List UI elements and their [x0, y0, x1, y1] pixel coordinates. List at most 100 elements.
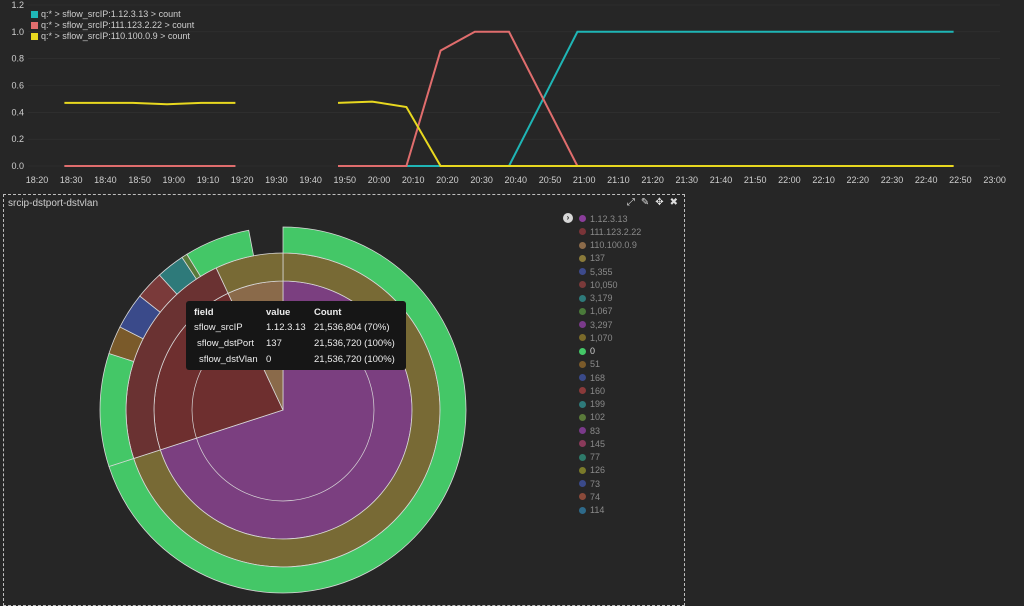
chevron-right-icon[interactable]: ›	[563, 213, 573, 223]
legend-item[interactable]: 3,179	[579, 292, 641, 305]
legend-item[interactable]: 73	[579, 477, 641, 490]
legend-dot	[579, 413, 586, 421]
legend-swatch	[31, 33, 38, 40]
legend-item[interactable]: 111.123.2.22	[579, 225, 641, 238]
legend-item[interactable]: 160	[579, 384, 641, 397]
x-tick-label: 21:10	[607, 175, 630, 185]
move-icon[interactable]: ✥	[655, 197, 664, 208]
legend-label: 199	[590, 399, 606, 410]
line-chart-legend: q:* > sflow_srcIP:1.12.3.13 > count q:* …	[31, 9, 194, 42]
legend-item[interactable]: 10,050	[579, 278, 641, 291]
legend-dot	[579, 387, 586, 395]
legend-list: 1.12.3.13 111.123.2.22 110.100.0.9 137 5,355…	[579, 212, 641, 517]
x-tick-label: 19:50	[334, 175, 357, 185]
series-line	[337, 100, 954, 167]
legend-item[interactable]: 83	[579, 424, 641, 437]
legend-item[interactable]: 145	[579, 437, 641, 450]
tooltip-header-field: field	[194, 307, 214, 318]
legend-label: 114	[590, 505, 605, 516]
legend-item[interactable]: 137	[579, 252, 641, 265]
legend-label: 77	[590, 452, 601, 463]
tooltip-header-value: value	[266, 307, 291, 318]
legend-label: 168	[590, 372, 606, 383]
legend-dot	[579, 281, 586, 289]
legend-label: 0	[590, 346, 596, 357]
legend-item[interactable]: 74	[579, 490, 641, 503]
legend-label: 83	[590, 425, 601, 436]
x-tick-label: 20:00	[368, 175, 391, 185]
x-tick-label: 21:40	[710, 175, 733, 185]
legend-dot	[579, 321, 586, 329]
edit-icon[interactable]: ✎	[640, 197, 650, 208]
legend-dot	[579, 215, 586, 223]
tooltip-value: 0	[266, 354, 272, 365]
series-line	[64, 101, 236, 106]
tooltip-table: field value Count sflow_srcIP 1.12.3.13 …	[194, 307, 395, 370]
legend-label: q:* > sflow_srcIP:1.12.3.13 > count	[41, 9, 181, 19]
legend-item[interactable]: 199	[579, 398, 641, 411]
legend-item[interactable]: 1.12.3.13	[579, 212, 641, 225]
legend-dot	[579, 307, 586, 315]
legend-label: 110.100.0.9	[590, 240, 637, 251]
legend-label: 1,070	[590, 332, 613, 343]
x-tick-label: 19:20	[231, 175, 254, 185]
legend-dot	[579, 360, 586, 368]
legend-dot	[579, 334, 586, 342]
legend-item[interactable]: 126	[579, 464, 641, 477]
tooltip-value: 1.12.3.13	[266, 322, 306, 333]
legend-item[interactable]: 168	[579, 371, 641, 384]
legend-label: 51	[590, 359, 601, 370]
x-tick-label: 22:00	[778, 175, 801, 185]
legend-item[interactable]: 102	[579, 411, 641, 424]
legend-dot	[579, 493, 586, 501]
legend-label: q:* > sflow_srcIP:111.123.2.22 > count	[41, 20, 195, 30]
legend-item[interactable]: 1,070	[579, 331, 641, 344]
tooltip-field: sflow_dstPort	[197, 338, 255, 349]
legend-item[interactable]: 51	[579, 358, 641, 371]
x-tick-label: 19:40	[299, 175, 322, 185]
tooltip-row: sflow_dstPort 137 21,536,720 (100%)	[194, 338, 395, 354]
x-tick-label: 21:50	[744, 175, 767, 185]
tooltip-count: 21,536,720 (100%)	[314, 338, 395, 349]
line-chart: 0.0 0.2 0.4 0.6 0.8 1.0 1.2 18:20 18:30 18:40 18:5…	[11, 0, 1006, 185]
x-tick-label: 18:40	[94, 175, 117, 185]
legend-item[interactable]: 1,067	[579, 305, 641, 318]
legend-dot	[579, 400, 586, 408]
x-tick-label: 20:50	[539, 175, 562, 185]
legend-item[interactable]: 110.100.0.9	[579, 239, 641, 252]
legend-item[interactable]: q:* > sflow_srcIP:111.123.2.22 > count	[31, 20, 194, 31]
tooltip-count: 21,536,804 (70%)	[314, 322, 390, 333]
legend-label: 102	[590, 412, 606, 423]
x-tick-label: 18:30	[60, 175, 83, 185]
legend-item[interactable]: 114	[579, 504, 641, 517]
legend-label: 111.123.2.22	[590, 226, 642, 237]
tooltip-field: sflow_srcIP	[194, 322, 243, 333]
legend-dot	[579, 228, 586, 236]
legend-item[interactable]: 77	[579, 451, 641, 464]
legend-item[interactable]: 3,297	[579, 318, 641, 331]
close-icon[interactable]: ✖	[669, 197, 678, 208]
tooltip-row: sflow_dstVlan 0 21,536,720 (100%)	[194, 354, 395, 370]
legend-dot	[579, 241, 586, 249]
legend-item[interactable]: q:* > sflow_srcIP:110.100.0.9 > count	[31, 31, 194, 42]
legend-label: 3,297	[590, 319, 613, 330]
legend-item[interactable]: q:* > sflow_srcIP:1.12.3.13 > count	[31, 9, 194, 20]
x-tick-label: 20:40	[505, 175, 528, 185]
expand-icon[interactable]: ⤢	[626, 197, 635, 208]
legend-label: 10,050	[590, 279, 618, 290]
legend-label: 74	[590, 491, 601, 502]
panel-title: srcip-dstport-dstvlan	[8, 198, 99, 209]
chart-tooltip: field value Count sflow_srcIP 1.12.3.13 …	[186, 301, 406, 370]
legend-label: 73	[590, 478, 601, 489]
legend-label: q:* > sflow_srcIP:110.100.0.9 > count	[41, 31, 190, 41]
legend-label: 145	[590, 438, 606, 449]
legend-item[interactable]: 0	[579, 345, 641, 358]
y-tick-label: 0.2	[11, 134, 24, 144]
x-tick-label: 23:00	[983, 175, 1006, 185]
tooltip-count: 21,536,720 (100%)	[314, 354, 395, 365]
x-tick-label: 18:20	[26, 175, 49, 185]
legend-item[interactable]: 5,355	[579, 265, 641, 278]
tooltip-field: sflow_dstVlan	[199, 354, 258, 365]
legend-swatch	[31, 22, 38, 29]
x-tick-label: 22:10	[812, 175, 835, 185]
